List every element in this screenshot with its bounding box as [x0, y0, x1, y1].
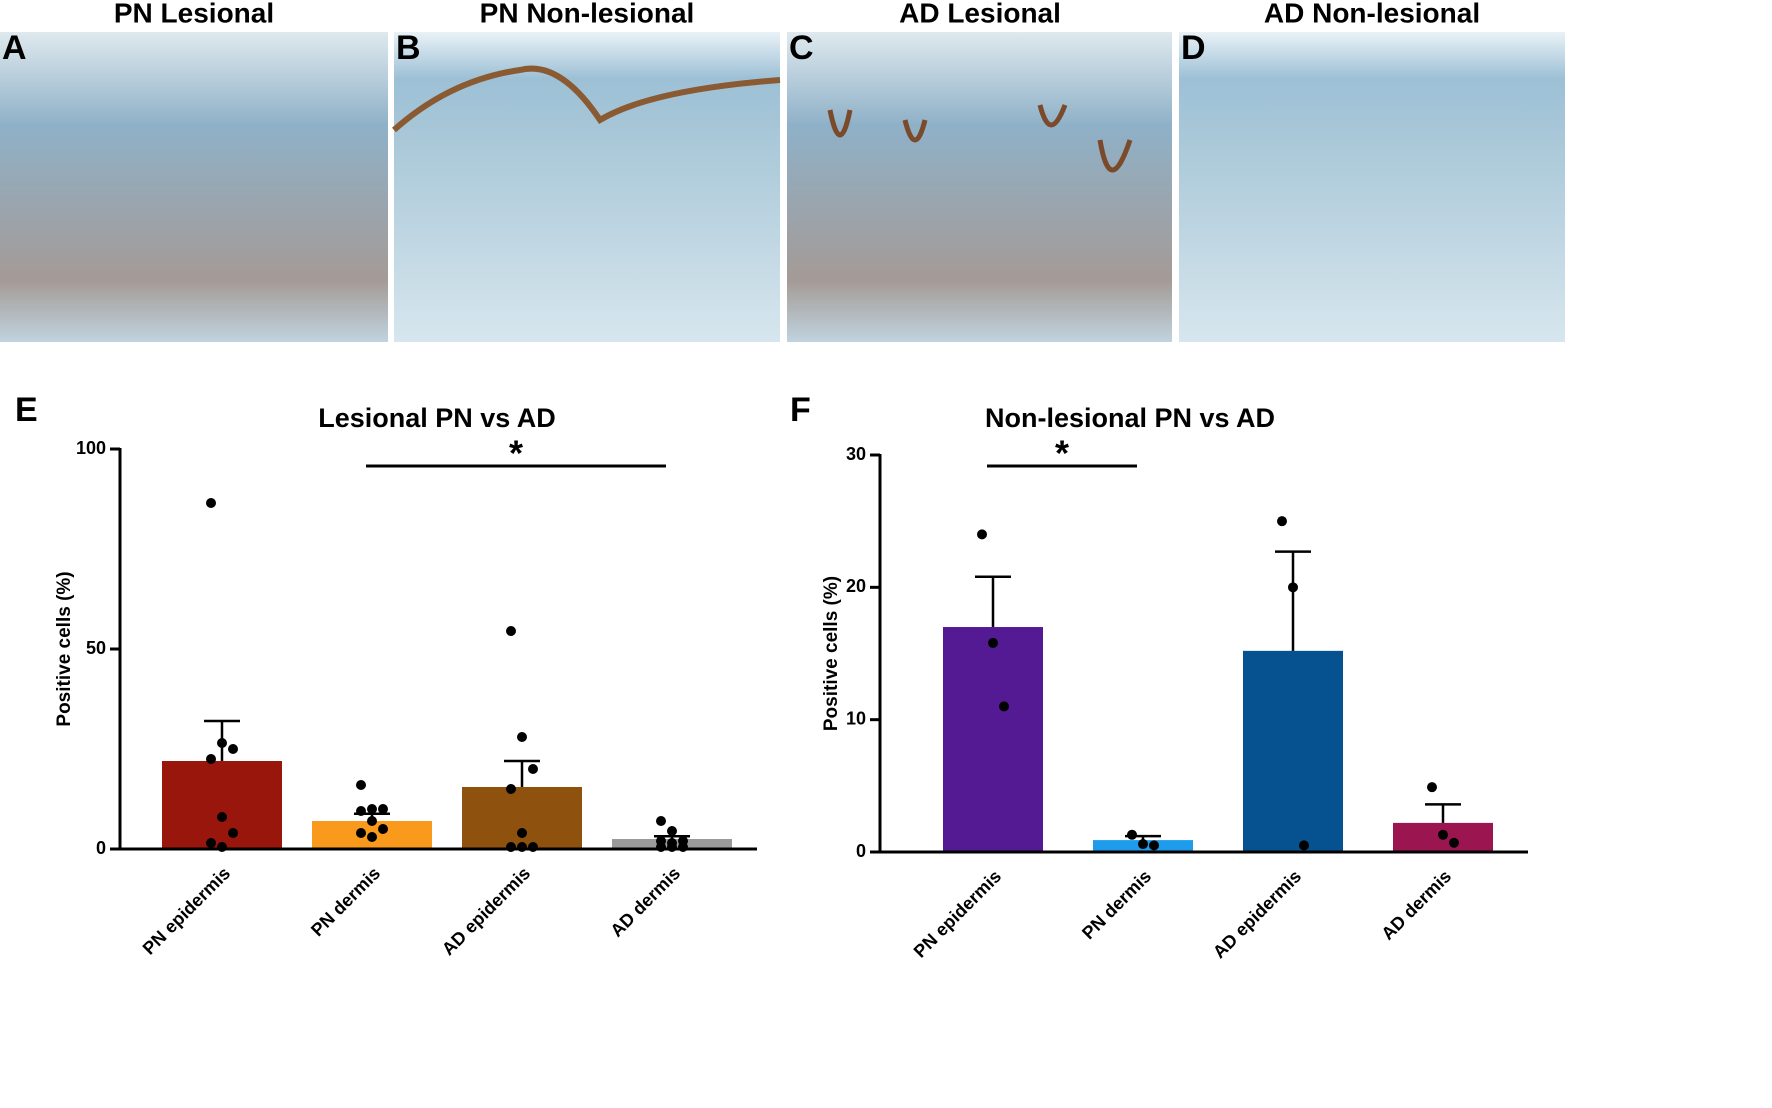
- x-tick-label: AD dermis: [1377, 866, 1455, 944]
- stain: [392, 65, 781, 133]
- data-point: [1149, 840, 1159, 851]
- data-point: [378, 824, 388, 834]
- panel-letter: C: [789, 29, 814, 67]
- data-point: [1449, 837, 1459, 848]
- data-point: [656, 816, 666, 826]
- data-point: [506, 626, 516, 636]
- bar: [462, 787, 582, 849]
- x-tick-label: PN epidermis: [910, 866, 1005, 961]
- data-point: [977, 529, 987, 540]
- data-point: [667, 826, 677, 836]
- data-point: [356, 806, 366, 816]
- error-bar: [1425, 803, 1461, 823]
- y-tick-label: 0: [96, 838, 106, 858]
- y-tick-label: 50: [86, 638, 106, 658]
- image-c: [787, 32, 1172, 342]
- bar: [943, 627, 1043, 852]
- bar: [1243, 650, 1343, 852]
- data-point: [228, 744, 238, 754]
- data-point: [1427, 782, 1437, 793]
- data-point: [517, 732, 527, 742]
- bar: [162, 761, 282, 849]
- y-tick-label: 20: [846, 576, 866, 596]
- image-b: [394, 32, 780, 342]
- x-tick-label: PN dermis: [307, 863, 384, 940]
- image-a: [0, 32, 388, 342]
- data-point: [1277, 516, 1287, 527]
- error-bar: [975, 575, 1011, 628]
- data-point: [1288, 582, 1298, 593]
- panel-letter: F: [790, 391, 811, 429]
- x-tick-label: PN epidermis: [139, 863, 234, 958]
- data-point: [367, 804, 377, 814]
- histology-images: [0, 32, 1565, 342]
- data-point: [356, 780, 366, 790]
- panel-letter: D: [1181, 29, 1206, 67]
- y-tick-label: 0: [856, 841, 866, 861]
- x-tick-label: AD dermis: [606, 863, 684, 941]
- chart-title: Non-lesional PN vs AD: [985, 403, 1275, 433]
- data-point: [528, 764, 538, 774]
- panel-letter: E: [15, 391, 38, 429]
- data-point: [1299, 840, 1309, 851]
- significance-star: *: [1055, 433, 1069, 474]
- data-point: [1138, 839, 1148, 850]
- data-point: [356, 828, 366, 838]
- chart-title: Lesional PN vs AD: [318, 403, 556, 433]
- data-point: [506, 784, 516, 794]
- data-point: [217, 738, 227, 748]
- stain: [827, 104, 1133, 173]
- data-point: [517, 828, 527, 838]
- data-point: [988, 637, 998, 648]
- data-point: [206, 498, 216, 508]
- data-point: [1438, 829, 1448, 840]
- y-tick-label: 10: [846, 708, 866, 728]
- y-axis-label: Positive cells (%): [821, 576, 842, 731]
- data-point: [367, 816, 377, 826]
- significance-star: *: [509, 433, 523, 474]
- data-point: [217, 812, 227, 822]
- data-point: [206, 754, 216, 764]
- error-bar: [504, 759, 540, 787]
- data-point: [1127, 829, 1137, 840]
- panel-letter: A: [2, 29, 27, 67]
- y-axis-label: Positive cells (%): [54, 571, 75, 726]
- data-point: [378, 804, 388, 814]
- data-point: [367, 832, 377, 842]
- panel-letter: B: [396, 29, 421, 67]
- x-tick-label: AD epidermis: [438, 863, 534, 959]
- panel-title: PN Lesional: [114, 0, 274, 28]
- data-point: [999, 701, 1009, 712]
- x-tick-label: PN dermis: [1078, 866, 1155, 943]
- y-tick-label: 30: [846, 444, 866, 464]
- y-tick-label: 100: [76, 438, 106, 458]
- data-point: [206, 838, 216, 848]
- panel-title: PN Non-lesional: [480, 0, 695, 28]
- panel-title: AD Lesional: [899, 0, 1061, 28]
- data-point: [228, 828, 238, 838]
- x-tick-label: AD epidermis: [1209, 866, 1305, 962]
- panel-title: AD Non-lesional: [1264, 0, 1480, 28]
- error-bar: [1275, 550, 1311, 651]
- image-d: [1179, 32, 1565, 342]
